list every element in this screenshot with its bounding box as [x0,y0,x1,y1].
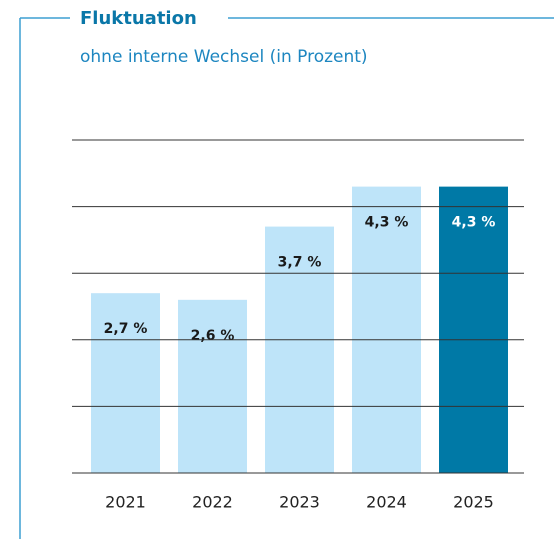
x-tick-label: 2025 [453,493,494,512]
value-label: 4,3 % [452,215,496,231]
bar [439,186,508,473]
value-label: 4,3 % [365,215,409,231]
bar [178,299,247,473]
value-label: 3,7 % [278,255,322,271]
x-tick-label: 2022 [192,493,233,512]
value-label: 2,7 % [104,321,148,337]
bar [265,226,334,473]
value-label: 2,6 % [191,328,235,344]
x-tick-label: 2023 [279,493,320,512]
bar [352,186,421,473]
x-tick-label: 2024 [366,493,407,512]
bar [91,293,160,473]
chart-title: Fluktuation [80,8,197,29]
x-tick-label: 2021 [105,493,146,512]
chart-subtitle: ohne interne Wechsel (in Prozent) [80,47,368,67]
